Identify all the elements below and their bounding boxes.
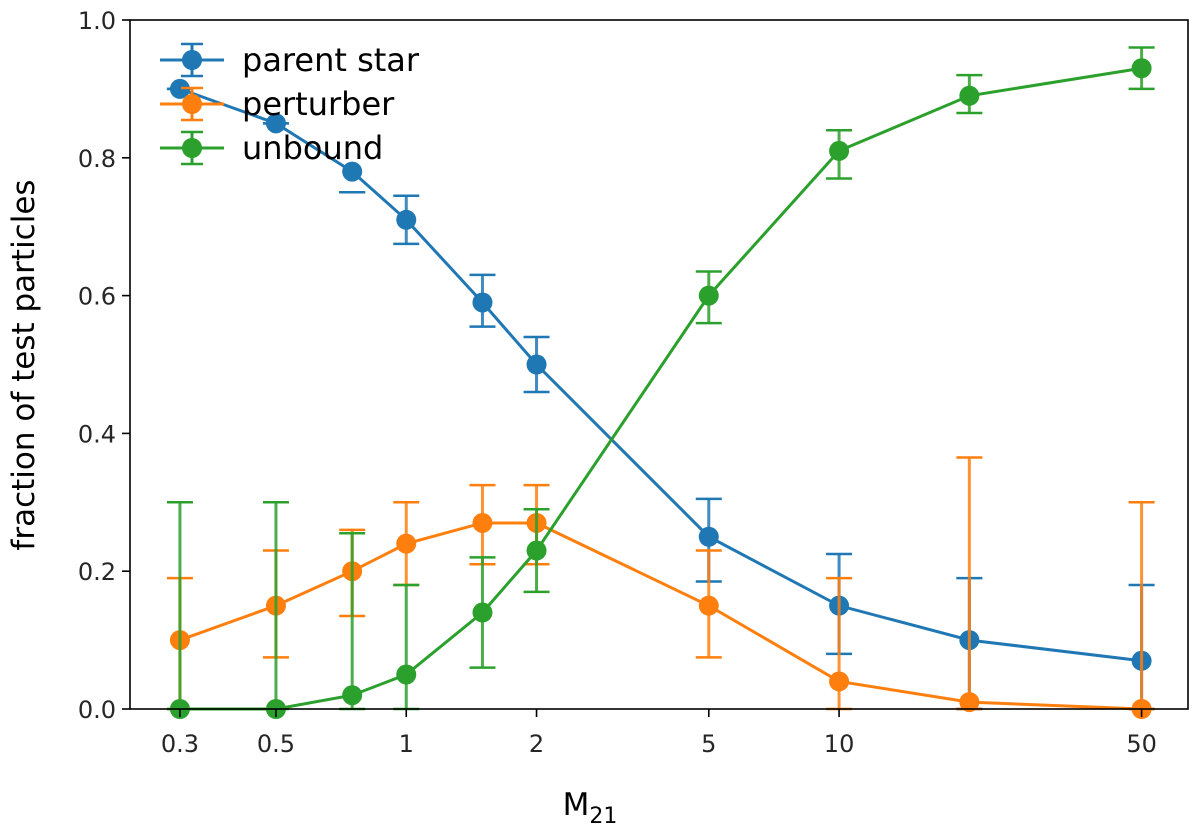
data-point [698,595,719,616]
legend-marker [182,50,202,70]
legend: parent star perturber unbound [160,41,420,167]
y-tick-label: 0.0 [78,696,116,724]
data-point [959,692,980,713]
y-tick-label: 0.2 [78,558,116,586]
series-layer [166,46,1155,719]
y-axis-label: fraction of test particles [6,179,42,550]
y-tick-label: 1.0 [78,7,116,35]
data-point [396,209,417,230]
legend-marker [182,138,202,158]
data-point [396,533,417,554]
data-point [396,664,417,685]
data-point [526,354,547,375]
y-tick-label: 0.6 [78,283,116,311]
data-point [698,285,719,306]
axes-layer: 0.0 0.2 0.4 0.6 0.8 1.0 0.3 0.5 1 2 5 10 50 [78,7,1189,758]
series-2 [166,46,1155,719]
data-point [265,113,286,134]
axes-frame [129,19,1189,710]
legend-marker [182,94,202,114]
data-point [472,602,493,623]
legend-label: parent star [242,41,420,79]
legend-label: unbound [242,129,383,167]
plot-area [130,20,1188,709]
x-axis-label: M21 [563,787,618,829]
data-point [169,78,190,99]
data-point [959,85,980,106]
x-tick-label: 10 [824,730,855,758]
plot-background [130,20,1188,709]
x-tick-label: 0.3 [161,730,199,758]
series-line [179,521,1142,711]
data-point [472,512,493,533]
y-tick-label: 0.4 [78,420,116,448]
data-point [342,685,363,706]
legend-item-1: perturber [160,85,395,123]
data-point [829,671,850,692]
data-point [829,140,850,161]
x-axis-label-subscript: 21 [589,804,617,829]
legend-item-2: unbound [160,129,383,167]
data-point [698,526,719,547]
series-line [179,66,1142,711]
series-line [179,87,1142,663]
data-point [472,292,493,313]
legend-item-0: parent star [160,41,420,79]
x-tick-label: 50 [1126,730,1157,758]
x-tick-label: 5 [701,730,716,758]
x-tick-label: 1 [399,730,414,758]
data-point [1131,58,1152,79]
x-tick-label: 0.5 [257,730,295,758]
x-tick-label: 2 [529,730,544,758]
legend-label: perturber [242,85,395,123]
data-point [342,161,363,182]
data-point [526,540,547,561]
y-tick-label: 0.8 [78,145,116,173]
x-axis-label-main: M [563,787,590,823]
